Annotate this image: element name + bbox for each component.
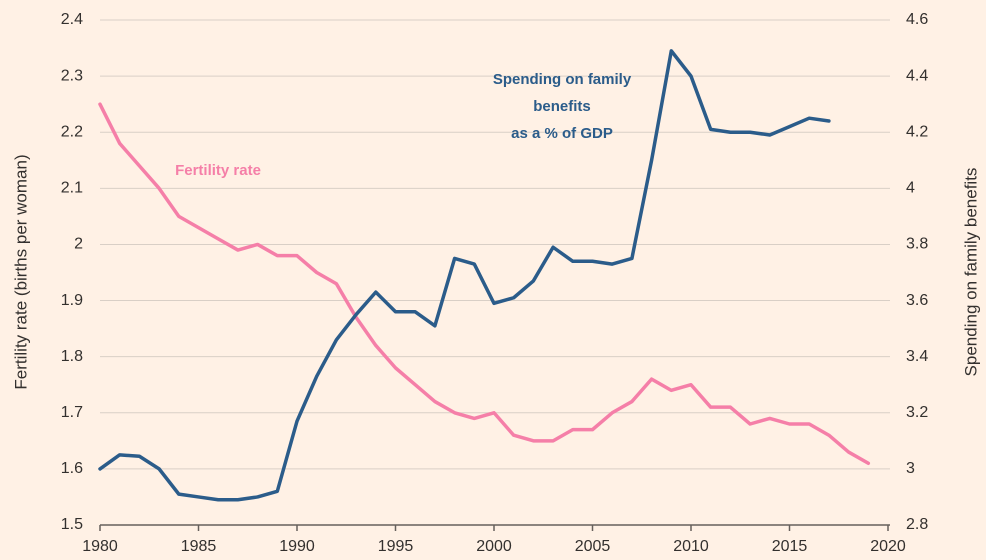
series-line xyxy=(98,102,871,466)
y2-tick-label: 3.6 xyxy=(906,292,928,309)
y2-tick-label: 4.2 xyxy=(906,123,928,140)
y2-tick-label: 4.6 xyxy=(906,11,928,28)
annotation: Fertility rate xyxy=(175,162,261,179)
annotation: benefits xyxy=(533,98,591,115)
x-tick-label: 2020 xyxy=(870,538,906,555)
x-tick-label: 1995 xyxy=(378,538,414,555)
x-tick-label: 1990 xyxy=(279,538,315,555)
y2-tick-label: 3.8 xyxy=(906,236,928,253)
x-tick-label: 2015 xyxy=(772,538,808,555)
y-tick-label: 1.6 xyxy=(61,460,83,477)
y-tick-label: 2.2 xyxy=(61,123,83,140)
y2-axis-label: Spending on family benefits xyxy=(961,168,980,377)
x-tick-label: 2005 xyxy=(575,538,611,555)
y2-tick-label: 3 xyxy=(906,460,915,477)
y-tick-label: 1.8 xyxy=(61,348,83,365)
x-tick-label: 2000 xyxy=(476,538,512,555)
y2-tick-label: 2.8 xyxy=(906,516,928,533)
y-tick-label: 1.9 xyxy=(61,292,83,309)
series-line xyxy=(98,49,831,502)
annotation: as a % of GDP xyxy=(511,125,613,142)
y-tick-label: 2.1 xyxy=(61,180,83,197)
y-tick-label: 2.3 xyxy=(61,67,83,84)
y2-tick-label: 4.4 xyxy=(906,67,928,84)
y-tick-label: 1.5 xyxy=(61,516,83,533)
y-axis-label: Fertility rate (births per woman) xyxy=(11,154,30,389)
x-tick-label: 2010 xyxy=(673,538,709,555)
y2-tick-label: 3.2 xyxy=(906,404,928,421)
y2-tick-label: 4 xyxy=(906,180,915,197)
y-tick-label: 1.7 xyxy=(61,404,83,421)
y-tick-label: 2.4 xyxy=(61,11,83,28)
annotation: Spending on family xyxy=(493,71,632,88)
x-tick-label: 1985 xyxy=(181,538,217,555)
y-tick-label: 2 xyxy=(74,236,83,253)
y2-tick-label: 3.4 xyxy=(906,348,928,365)
x-tick-label: 1980 xyxy=(82,538,118,555)
